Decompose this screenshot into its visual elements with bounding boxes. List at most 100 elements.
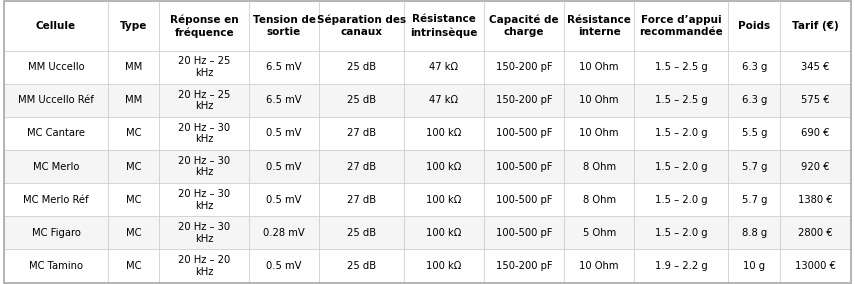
Bar: [319, 150, 404, 183]
Bar: [108, 249, 160, 283]
Text: 10 Ohm: 10 Ohm: [580, 95, 619, 105]
Bar: [728, 150, 780, 183]
Text: MC Figaro: MC Figaro: [32, 228, 80, 238]
Bar: [404, 117, 484, 150]
Text: 20 Hz – 20
kHz: 20 Hz – 20 kHz: [178, 255, 230, 277]
Bar: [404, 1, 484, 51]
Bar: [564, 183, 634, 216]
Bar: [4, 216, 108, 249]
Bar: [108, 150, 160, 183]
Text: 1.5 – 2.5 g: 1.5 – 2.5 g: [655, 95, 708, 105]
Bar: [780, 150, 851, 183]
Bar: [249, 1, 319, 51]
Text: 150-200 pF: 150-200 pF: [496, 62, 552, 72]
Text: 20 Hz – 30
kHz: 20 Hz – 30 kHz: [178, 156, 230, 178]
Text: 13000 €: 13000 €: [795, 261, 836, 271]
Bar: [404, 183, 484, 216]
Bar: [564, 150, 634, 183]
Text: MM: MM: [125, 62, 142, 72]
Bar: [159, 150, 249, 183]
Text: 100-500 pF: 100-500 pF: [496, 195, 552, 205]
Text: Séparation des
canaux: Séparation des canaux: [317, 14, 406, 37]
Text: MC: MC: [126, 195, 141, 205]
Bar: [634, 1, 728, 51]
Text: MC Cantare: MC Cantare: [27, 128, 85, 139]
Bar: [404, 249, 484, 283]
Bar: [484, 150, 564, 183]
Bar: [159, 216, 249, 249]
Bar: [4, 183, 108, 216]
Bar: [780, 1, 851, 51]
Bar: [404, 150, 484, 183]
Text: Tension de
sortie: Tension de sortie: [252, 15, 315, 37]
Text: Résistance
interne: Résistance interne: [567, 15, 631, 37]
Bar: [634, 51, 728, 84]
Bar: [4, 84, 108, 117]
Text: Poids: Poids: [738, 21, 770, 31]
Bar: [728, 183, 780, 216]
Text: 27 dB: 27 dB: [347, 128, 376, 139]
Text: 150-200 pF: 150-200 pF: [496, 261, 552, 271]
Text: 2800 €: 2800 €: [799, 228, 833, 238]
Bar: [319, 51, 404, 84]
Text: 20 Hz – 25
kHz: 20 Hz – 25 kHz: [178, 89, 230, 111]
Bar: [780, 84, 851, 117]
Text: 100 kΩ: 100 kΩ: [427, 261, 462, 271]
Bar: [634, 117, 728, 150]
Bar: [249, 117, 319, 150]
Text: 20 Hz – 25
kHz: 20 Hz – 25 kHz: [178, 57, 230, 78]
Bar: [564, 84, 634, 117]
Bar: [780, 216, 851, 249]
Text: 6.3 g: 6.3 g: [741, 95, 767, 105]
Bar: [564, 1, 634, 51]
Text: MC: MC: [126, 128, 141, 139]
Bar: [108, 117, 160, 150]
Text: 0.5 mV: 0.5 mV: [266, 195, 302, 205]
Bar: [484, 216, 564, 249]
Text: 1.5 – 2.0 g: 1.5 – 2.0 g: [655, 228, 708, 238]
Bar: [780, 249, 851, 283]
Text: Cellule: Cellule: [36, 21, 76, 31]
Bar: [319, 117, 404, 150]
Text: 8 Ohm: 8 Ohm: [582, 162, 616, 172]
Bar: [634, 183, 728, 216]
Text: 6.5 mV: 6.5 mV: [266, 95, 302, 105]
Bar: [159, 51, 249, 84]
Text: 150-200 pF: 150-200 pF: [496, 95, 552, 105]
Bar: [319, 183, 404, 216]
Bar: [484, 1, 564, 51]
Bar: [249, 150, 319, 183]
Bar: [728, 1, 780, 51]
Bar: [108, 183, 160, 216]
Text: 0.5 mV: 0.5 mV: [266, 261, 302, 271]
Text: Résistance
intrinsèque: Résistance intrinsèque: [410, 14, 478, 37]
Text: 100-500 pF: 100-500 pF: [496, 162, 552, 172]
Text: 1.9 – 2.2 g: 1.9 – 2.2 g: [655, 261, 708, 271]
Text: 345 €: 345 €: [801, 62, 829, 72]
Text: 27 dB: 27 dB: [347, 162, 376, 172]
Text: 100 kΩ: 100 kΩ: [427, 195, 462, 205]
Text: 100-500 pF: 100-500 pF: [496, 128, 552, 139]
Text: MC Merlo: MC Merlo: [32, 162, 80, 172]
Bar: [484, 249, 564, 283]
Bar: [728, 84, 780, 117]
Bar: [249, 84, 319, 117]
Bar: [108, 84, 160, 117]
Bar: [564, 249, 634, 283]
Bar: [728, 249, 780, 283]
Text: 25 dB: 25 dB: [347, 261, 376, 271]
Bar: [404, 84, 484, 117]
Bar: [4, 249, 108, 283]
Text: MC Merlo Réf: MC Merlo Réf: [23, 195, 89, 205]
Bar: [484, 84, 564, 117]
Text: 20 Hz – 30
kHz: 20 Hz – 30 kHz: [178, 189, 230, 210]
Bar: [780, 183, 851, 216]
Text: 27 dB: 27 dB: [347, 195, 376, 205]
Text: MM: MM: [125, 95, 142, 105]
Bar: [249, 216, 319, 249]
Bar: [319, 84, 404, 117]
Text: 10 Ohm: 10 Ohm: [580, 261, 619, 271]
Text: Réponse en
fréquence: Réponse en fréquence: [170, 14, 239, 38]
Text: Type: Type: [120, 21, 147, 31]
Bar: [4, 1, 108, 51]
